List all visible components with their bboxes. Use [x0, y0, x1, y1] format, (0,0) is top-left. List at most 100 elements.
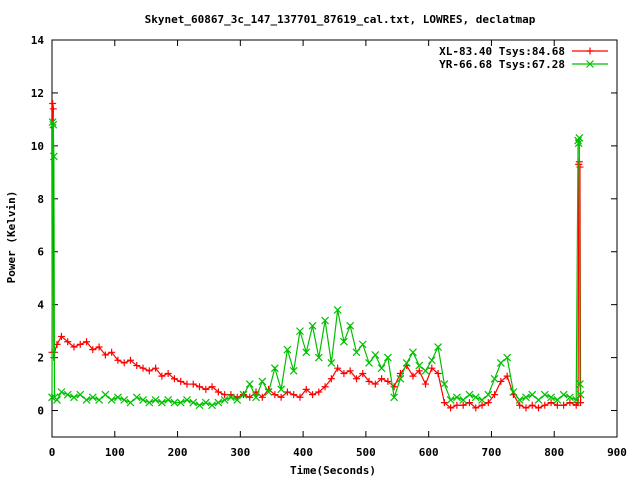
- x-tick-label: 500: [356, 446, 376, 459]
- data-point: [296, 393, 304, 401]
- data-point: [434, 369, 442, 377]
- data-point: [384, 377, 392, 385]
- data-point: [296, 327, 304, 336]
- x-tick-label: 700: [482, 446, 502, 459]
- data-point: [572, 396, 581, 404]
- data-point: [48, 118, 57, 126]
- data-point: [497, 377, 505, 385]
- data-point: [559, 390, 568, 399]
- data-point: [201, 398, 210, 407]
- data-point: [327, 358, 336, 367]
- data-point: [239, 390, 248, 399]
- y-axis-label: Power (Kelvin): [5, 191, 18, 284]
- data-point: [88, 393, 97, 402]
- legend-label: XL-83.40 Tsys:84.68: [439, 45, 565, 58]
- data-point: [491, 391, 499, 399]
- data-point: [151, 396, 160, 404]
- data-point: [145, 367, 153, 375]
- x-tick-label: 400: [293, 446, 313, 459]
- data-point: [57, 332, 65, 340]
- data-point: [327, 375, 335, 383]
- data-point: [440, 399, 448, 407]
- data-point: [575, 134, 584, 142]
- data-point: [586, 47, 594, 55]
- x-tick-label: 600: [419, 446, 439, 459]
- data-point: [377, 364, 386, 373]
- data-point: [560, 401, 568, 409]
- data-point: [226, 393, 235, 402]
- data-point: [113, 393, 122, 402]
- data-point: [289, 366, 298, 375]
- data-point: [277, 393, 285, 401]
- data-point: [541, 401, 549, 409]
- data-point: [308, 321, 317, 330]
- data-point: [258, 393, 266, 401]
- data-point: [509, 388, 518, 396]
- data-point: [139, 396, 147, 404]
- data-point: [390, 393, 399, 402]
- y-tick-label: 0: [37, 405, 44, 418]
- data-point: [478, 401, 486, 409]
- data-point: [516, 401, 524, 409]
- data-point: [290, 391, 298, 399]
- data-point: [176, 398, 185, 407]
- data-point: [246, 393, 254, 401]
- data-point: [321, 383, 329, 391]
- data-point: [547, 393, 556, 402]
- data-point: [415, 367, 423, 375]
- x-tick-label: 0: [49, 446, 56, 459]
- y-tick-label: 6: [37, 246, 44, 259]
- series-line: [51, 103, 582, 409]
- data-point: [535, 404, 543, 412]
- data-point: [114, 356, 122, 364]
- data-point: [421, 366, 430, 375]
- data-point: [503, 372, 511, 380]
- data-point: [540, 390, 549, 399]
- x-tick-label: 800: [544, 446, 564, 459]
- data-point: [446, 396, 455, 404]
- data-point: [352, 375, 360, 383]
- data-point: [566, 399, 574, 407]
- data-point: [120, 396, 129, 404]
- data-point: [340, 369, 348, 377]
- data-point: [233, 396, 242, 404]
- series-line: [51, 121, 582, 406]
- data-point: [189, 380, 197, 388]
- data-point: [396, 374, 405, 383]
- data-point: [139, 364, 147, 372]
- series-layer: [48, 100, 585, 412]
- data-point: [126, 356, 134, 364]
- data-point: [465, 399, 473, 407]
- data-point: [478, 396, 486, 404]
- data-point: [264, 388, 273, 396]
- data-point: [48, 393, 56, 402]
- data-point: [271, 391, 279, 399]
- data-point: [76, 390, 85, 399]
- data-point: [83, 338, 91, 346]
- data-point: [339, 337, 348, 346]
- data-point: [409, 348, 417, 357]
- data-point: [576, 390, 585, 399]
- data-point: [452, 393, 461, 402]
- data-point: [415, 361, 424, 370]
- data-point: [402, 358, 411, 367]
- data-point: [126, 398, 135, 407]
- data-point: [170, 398, 179, 407]
- data-point: [453, 401, 461, 409]
- data-point: [283, 388, 291, 396]
- data-point: [177, 377, 185, 385]
- data-point: [576, 380, 584, 388]
- data-point: [484, 390, 493, 399]
- data-point: [49, 152, 58, 161]
- data-point: [528, 390, 537, 399]
- data-point: [553, 401, 561, 409]
- data-point: [359, 369, 367, 377]
- data-point: [208, 401, 217, 410]
- data-point: [427, 356, 436, 365]
- data-point: [283, 345, 292, 354]
- data-point: [434, 343, 443, 351]
- data-point: [252, 393, 260, 402]
- series-1: [48, 100, 585, 412]
- data-point: [49, 120, 58, 129]
